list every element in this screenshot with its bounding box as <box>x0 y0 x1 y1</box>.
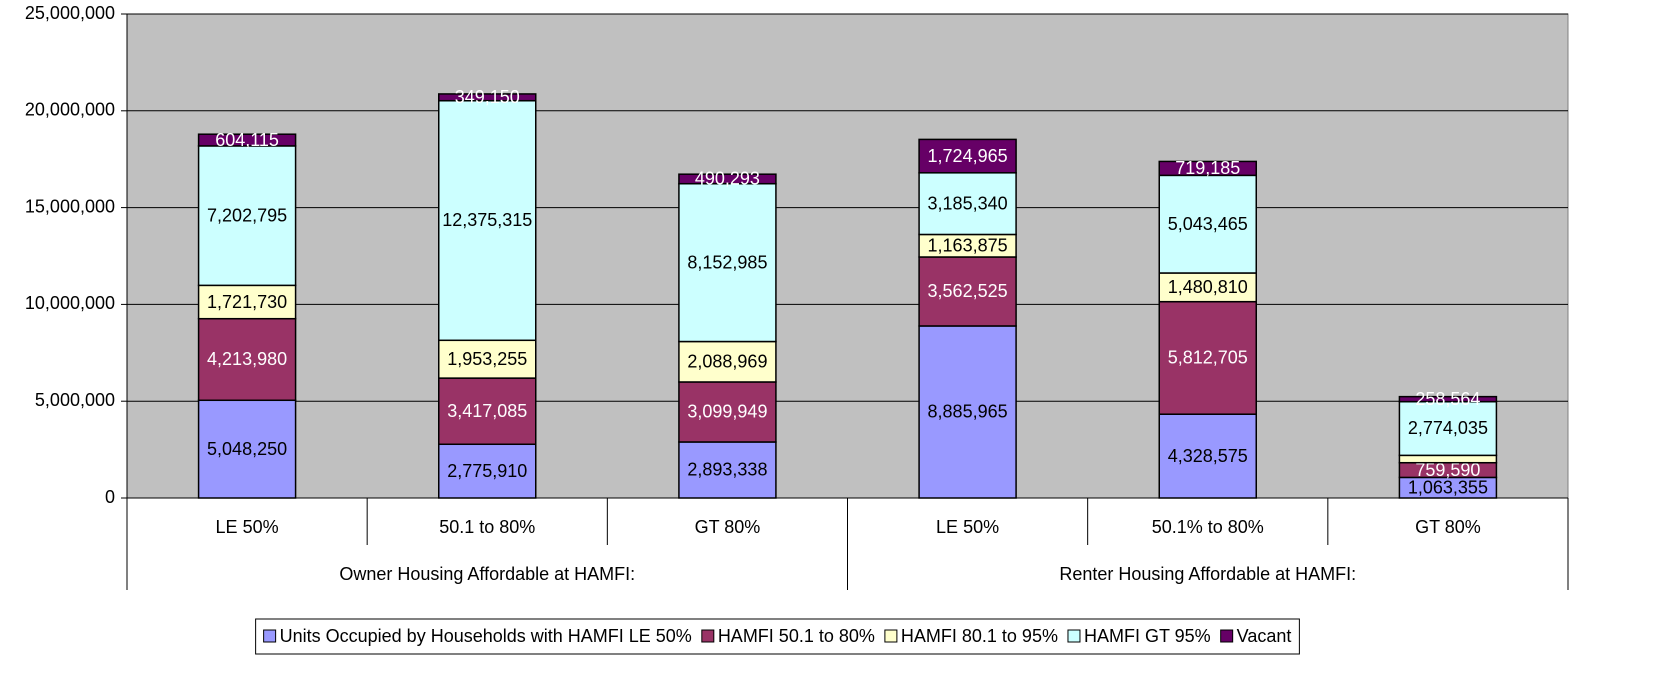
data-label: 258,564 <box>1415 389 1480 409</box>
legend <box>255 618 1300 655</box>
data-label: 1,721,730 <box>207 292 287 312</box>
legend-swatch <box>701 629 715 643</box>
bar-segment <box>1398 454 1498 464</box>
bar-segment <box>197 317 297 402</box>
legend-label: HAMFI 50.1 to 80% <box>718 626 875 646</box>
bar-segment <box>678 381 777 443</box>
x-tick-label: 50.1% to 80% <box>1152 517 1264 537</box>
x-tick-label: LE 50% <box>936 517 999 537</box>
data-label: 3,562,525 <box>928 281 1008 301</box>
data-label: 349,150 <box>455 87 520 107</box>
data-label: 2,775,910 <box>447 461 527 481</box>
bar-segment <box>1158 413 1257 499</box>
data-label: 1,480,810 <box>1168 277 1248 297</box>
bar-segment <box>1158 174 1257 274</box>
legend-swatch <box>884 629 898 643</box>
data-label: 8,885,965 <box>928 402 1008 422</box>
bar-segment <box>1398 400 1498 457</box>
x-tick-label: GT 80% <box>695 517 761 537</box>
y-tick-label: 0 <box>105 487 115 507</box>
data-label: 12,375,315 <box>442 210 532 230</box>
data-label: 1,163,875 <box>928 235 1008 255</box>
y-tick-label: 5,000,000 <box>35 390 115 410</box>
bar-segment <box>438 93 537 102</box>
data-label: 4,213,980 <box>207 349 287 369</box>
y-tick-label: 10,000,000 <box>25 293 115 313</box>
bar-segment <box>197 133 297 147</box>
data-label: 3,185,340 <box>928 193 1008 213</box>
data-label: 2,893,338 <box>687 460 767 480</box>
bar-segment <box>1158 160 1257 177</box>
data-label: 5,048,250 <box>207 439 287 459</box>
bar-segment <box>438 377 537 446</box>
data-label: 4,328,575 <box>1168 446 1248 466</box>
bar-segment <box>918 172 1017 236</box>
x-tick-label: GT 80% <box>1415 517 1481 537</box>
bar-segment <box>197 399 297 499</box>
bar-segment <box>918 325 1017 499</box>
group-label: Renter Housing Affordable at HAMFI: <box>1059 564 1356 584</box>
y-tick-label: 15,000,000 <box>25 196 115 216</box>
data-label: 719,185 <box>1175 158 1240 178</box>
data-label: 759,590 <box>1415 460 1480 480</box>
legend-swatch <box>263 629 277 643</box>
data-label: 8,152,985 <box>687 252 767 272</box>
data-label: 2,088,969 <box>687 351 767 371</box>
bar-segment <box>678 173 777 185</box>
bar-segment <box>678 340 777 383</box>
bar-segment <box>1398 395 1498 403</box>
data-label: 3,099,949 <box>687 402 767 422</box>
bar-segment <box>678 182 777 343</box>
bar-segment <box>197 145 297 287</box>
x-tick-label: 50.1 to 80% <box>439 517 535 537</box>
bar-segment <box>197 284 297 320</box>
legend-label: HAMFI GT 95% <box>1084 626 1211 646</box>
bar-segment <box>918 138 1017 174</box>
x-tick-label: LE 50% <box>216 517 279 537</box>
legend-swatch <box>1067 629 1081 643</box>
plot-area <box>126 13 1569 499</box>
data-label: 7,202,795 <box>207 205 287 225</box>
bar-segment <box>918 256 1017 327</box>
bar-segment <box>678 441 777 499</box>
y-tick-label: 20,000,000 <box>25 100 115 120</box>
data-label: 1,953,255 <box>447 349 527 369</box>
group-label: Owner Housing Affordable at HAMFI: <box>339 564 635 584</box>
data-label: 5,812,705 <box>1168 348 1248 368</box>
legend-label: Units Occupied by Households with HAMFI … <box>280 626 692 646</box>
bar-segment <box>1158 300 1257 415</box>
data-label: 1,724,965 <box>928 146 1008 166</box>
data-label: 2,774,035 <box>1408 418 1488 438</box>
bar-segment <box>438 99 537 342</box>
data-label: 604,115 <box>215 130 279 150</box>
data-label: 490,293 <box>695 169 760 189</box>
data-label: 5,043,465 <box>1168 214 1248 234</box>
bar-segment <box>438 443 537 499</box>
legend-label: HAMFI 80.1 to 95% <box>901 626 1058 646</box>
data-label: 1,063,355 <box>1408 477 1488 497</box>
data-label: 3,417,085 <box>447 401 527 421</box>
y-tick-label: 25,000,000 <box>25 3 115 23</box>
legend-swatch <box>1220 629 1234 643</box>
legend-label: Vacant <box>1237 626 1292 646</box>
